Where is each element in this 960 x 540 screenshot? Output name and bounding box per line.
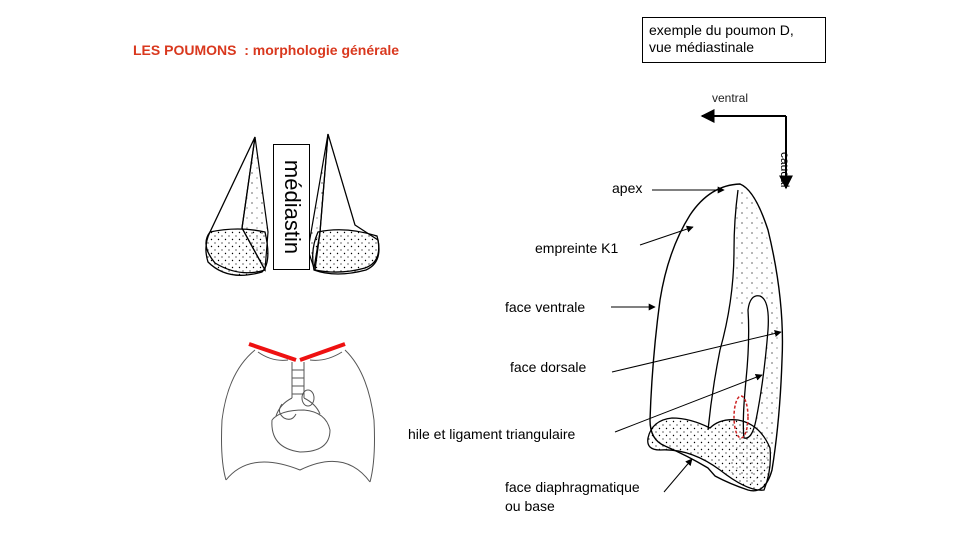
empreinte-arrow bbox=[639, 225, 694, 246]
face-diaphragmatique-arrow bbox=[663, 458, 693, 493]
hile-label: hile et ligament triangulaire bbox=[408, 426, 576, 442]
cut-line-right bbox=[299, 342, 346, 362]
ventral-label: ventral bbox=[712, 91, 749, 105]
cut-line-left bbox=[248, 342, 297, 362]
empreinte-label: empreinte K1 bbox=[535, 240, 619, 256]
face-dorsale-label: face dorsale bbox=[510, 359, 587, 375]
info-box-line2: vue médiastinale bbox=[649, 39, 755, 55]
page-title: LES POUMONS : morphologie générale bbox=[133, 42, 400, 58]
thorax-sketch bbox=[221, 349, 375, 483]
apex-label: apex bbox=[612, 180, 643, 196]
face-diaphragmatique-label: face diaphragmatique bbox=[505, 479, 640, 495]
info-box: exemple du poumon D, vue médiastinale bbox=[642, 17, 826, 63]
mediastin-label: médiastin bbox=[279, 159, 305, 255]
orientation-arrows bbox=[700, 109, 793, 190]
mediastin-box: médiastin bbox=[273, 144, 310, 270]
face-dorsale-arrow bbox=[611, 330, 782, 373]
left-lung-sketch bbox=[205, 136, 269, 276]
face-ventrale-label: face ventrale bbox=[505, 299, 586, 315]
hile-arrow bbox=[614, 374, 763, 433]
cut-lines bbox=[248, 342, 346, 362]
leader-arrows bbox=[611, 186, 782, 493]
right-lung-mediastinal-view bbox=[647, 183, 784, 492]
info-box-line1: exemple du poumon D, bbox=[649, 22, 794, 38]
base-label: ou base bbox=[505, 498, 555, 514]
right-lung-sketch bbox=[307, 133, 380, 275]
hile-outline bbox=[733, 395, 749, 439]
